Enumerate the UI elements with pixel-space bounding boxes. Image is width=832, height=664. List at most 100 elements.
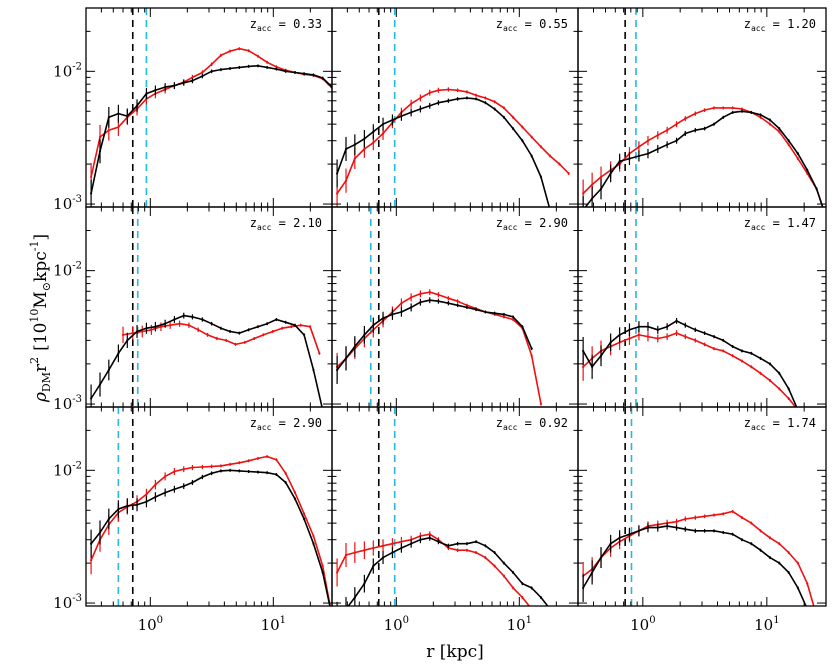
zacc-symbol: z bbox=[744, 216, 751, 230]
black-data-point bbox=[465, 96, 469, 100]
red-data-point bbox=[331, 615, 333, 617]
black-data-point bbox=[145, 500, 148, 503]
black-data-point bbox=[684, 528, 687, 531]
y-axis-title: ρDMr2[1010M⊙kpc-1] bbox=[28, 234, 53, 403]
red-data-point bbox=[312, 534, 315, 538]
black-data-point bbox=[474, 97, 478, 100]
black-data-point bbox=[126, 114, 129, 118]
black-data-point bbox=[787, 387, 790, 390]
black-data-point bbox=[539, 596, 543, 599]
black-data-point bbox=[694, 529, 697, 532]
black-data-point bbox=[599, 187, 603, 191]
black-data-point bbox=[145, 327, 148, 330]
black-data-point bbox=[353, 143, 356, 146]
black-data-point bbox=[628, 157, 631, 160]
red-data-point bbox=[816, 615, 818, 617]
red-data-point bbox=[646, 335, 650, 338]
black-data-point bbox=[456, 304, 459, 307]
x-axis-title: r [kpc] bbox=[426, 642, 484, 662]
red-data-point bbox=[768, 379, 772, 382]
black-data-point bbox=[89, 542, 93, 545]
black-data-point bbox=[521, 325, 524, 328]
red-data-point bbox=[722, 106, 725, 110]
black-data-point bbox=[238, 469, 241, 473]
red-data-point bbox=[797, 409, 799, 411]
black-data-point bbox=[521, 582, 524, 585]
black-data-point bbox=[530, 347, 533, 350]
black-data-point bbox=[164, 322, 167, 325]
red-data-point bbox=[684, 335, 687, 338]
panel-border bbox=[577, 206, 827, 408]
x-tick-label: 101 bbox=[507, 615, 532, 634]
black-data-point bbox=[145, 92, 148, 95]
black-data-point bbox=[191, 481, 194, 484]
black-data-point bbox=[759, 357, 762, 360]
red-data-point bbox=[164, 475, 167, 478]
panel-1: zacc = 0.33 bbox=[85, 7, 333, 208]
red-data-point bbox=[262, 333, 265, 336]
red-data-point bbox=[778, 542, 781, 545]
black-data-point bbox=[637, 154, 641, 158]
black-data-point bbox=[228, 330, 232, 333]
black-data-point bbox=[465, 306, 469, 309]
red-data-point bbox=[684, 517, 687, 521]
zacc-symbol: z bbox=[250, 17, 257, 31]
black-data-point bbox=[265, 322, 269, 325]
red-data-point bbox=[150, 328, 153, 331]
red-data-point bbox=[731, 106, 734, 110]
black-data-point bbox=[521, 139, 524, 142]
y-axis-title-close: ] bbox=[31, 234, 51, 241]
red-data-point bbox=[197, 328, 200, 331]
red-data-point bbox=[201, 465, 204, 469]
black-data-point bbox=[703, 529, 706, 532]
black-data-point bbox=[219, 469, 223, 473]
red-data-point bbox=[502, 106, 506, 110]
black-data-point bbox=[712, 529, 716, 532]
red-data-point bbox=[778, 130, 781, 133]
black-data-point bbox=[247, 328, 250, 331]
red-data-point bbox=[219, 54, 223, 57]
black-data-point bbox=[618, 536, 621, 539]
black-data-point bbox=[694, 129, 697, 132]
red-data-point bbox=[335, 571, 339, 574]
black-data-point bbox=[656, 328, 659, 331]
red-data-point bbox=[637, 145, 641, 148]
black-data-point bbox=[107, 517, 110, 521]
red-data-point bbox=[656, 134, 659, 137]
y-axis-title-rho: ρ bbox=[31, 392, 51, 403]
red-data-point bbox=[750, 522, 753, 525]
red-data-point bbox=[265, 61, 269, 64]
red-data-point bbox=[428, 533, 431, 536]
y-tick-label: 10-3 bbox=[53, 394, 82, 413]
red-data-point bbox=[694, 516, 697, 519]
black-data-point bbox=[303, 72, 306, 75]
red-data-point bbox=[247, 49, 250, 52]
black-data-point bbox=[275, 473, 278, 476]
black-data-point bbox=[646, 526, 650, 529]
panel-border bbox=[85, 7, 333, 208]
black-data-point bbox=[731, 533, 734, 536]
black-data-point bbox=[731, 345, 734, 348]
zacc-label: zacc = 0.33 bbox=[250, 17, 322, 33]
red-data-point bbox=[210, 63, 213, 66]
black-data-point bbox=[210, 472, 213, 475]
red-data-point bbox=[419, 96, 422, 100]
red-data-point bbox=[206, 333, 209, 336]
red-data-point bbox=[558, 162, 561, 166]
black-data-point bbox=[247, 470, 250, 473]
black-data-point bbox=[778, 372, 781, 375]
red-data-point bbox=[353, 157, 356, 160]
red-data-point bbox=[731, 354, 734, 357]
red-data-point bbox=[768, 123, 772, 126]
black-data-point bbox=[410, 111, 413, 114]
red-data-point bbox=[318, 352, 321, 355]
black-data-point bbox=[372, 130, 375, 133]
red-series-line bbox=[336, 88, 570, 194]
red-data-point bbox=[293, 491, 297, 494]
panel-plot-area bbox=[335, 407, 549, 606]
black-data-point bbox=[712, 123, 716, 126]
black-data-point bbox=[456, 97, 459, 100]
zacc-value: = 1.20 bbox=[765, 17, 816, 31]
black-data-point bbox=[228, 67, 232, 70]
